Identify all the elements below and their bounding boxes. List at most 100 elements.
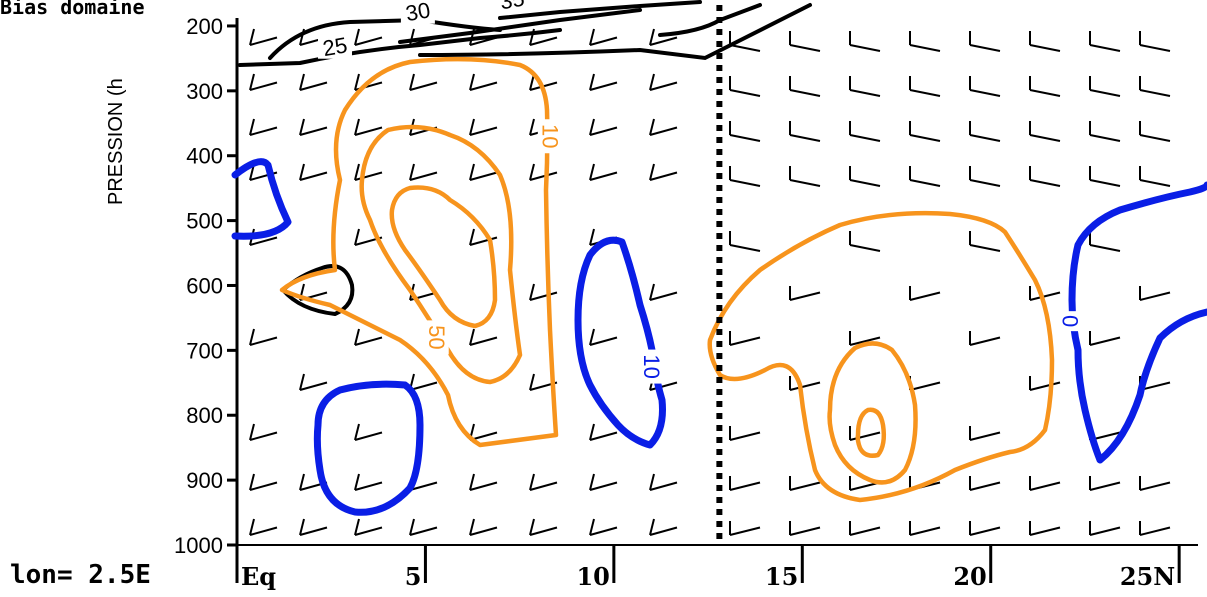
- wind-barb: [409, 73, 438, 91]
- x-tick-label: Eq: [241, 562, 276, 591]
- contour-label: 35: [498, 0, 526, 14]
- longitude-label: lon= 2.5E: [10, 560, 151, 590]
- wind-barb: [299, 518, 328, 536]
- wind-barb: [849, 121, 881, 142]
- wind-barb: [969, 521, 1001, 536]
- wind-barb: [969, 231, 1001, 252]
- contour-label-bg: [495, 0, 530, 12]
- y-tick-label: 900: [186, 468, 223, 493]
- wind-barb: [1139, 121, 1171, 142]
- wind-barb: [909, 121, 941, 142]
- x-tick-label: 10: [576, 562, 609, 591]
- wind-barb: [249, 423, 278, 441]
- wind-barb: [1139, 76, 1171, 97]
- contour-label: 10: [639, 354, 664, 378]
- contour-label: 30: [404, 0, 432, 26]
- y-axis-title: PRESSION (h: [105, 78, 127, 205]
- wind-barb: [649, 73, 678, 91]
- wind-barb: [789, 476, 821, 491]
- wind-barb: [354, 163, 383, 181]
- wind-barb: [299, 163, 328, 181]
- wind-barb: [469, 328, 498, 346]
- wind-barb: [529, 518, 558, 536]
- orange-contour-outer-east: [707, 210, 1055, 503]
- x-tick-label: 5: [405, 562, 422, 591]
- wind-barb: [469, 118, 498, 136]
- wind-barb: [249, 28, 278, 46]
- y-tick-label: 700: [186, 338, 223, 363]
- wind-barb: [849, 331, 881, 346]
- y-tick-label: 400: [186, 144, 223, 169]
- y-tick-label: 800: [186, 403, 223, 428]
- wind-barb: [354, 423, 383, 441]
- contour-label-bg: [1057, 311, 1082, 332]
- wind-barb: [589, 328, 618, 346]
- wind-barb: [1139, 286, 1171, 301]
- wind-contour-north: [418, 3, 812, 61]
- x-tick-label: 25N: [1120, 562, 1175, 591]
- wind-barb: [469, 518, 498, 536]
- wind-barb: [409, 373, 438, 391]
- wind-barb: [409, 518, 438, 536]
- wind-barb: [909, 166, 941, 187]
- wind-barb: [469, 73, 498, 91]
- wind-contour-600: [280, 264, 355, 317]
- wind-barb: [469, 423, 498, 441]
- chart-title-fragment: Bias domaine: [0, 0, 145, 19]
- wind-barb: [299, 73, 328, 91]
- wind-barb: [729, 166, 761, 187]
- blue-contour-south-west: [313, 380, 424, 516]
- wind-barb: [729, 231, 761, 252]
- wind-barb: [729, 521, 761, 536]
- wind-barb: [649, 163, 678, 181]
- wind-barb: [909, 286, 941, 301]
- wind-barb: [354, 518, 383, 536]
- wind-barb: [1089, 31, 1121, 52]
- wind-barb: [249, 118, 278, 136]
- wind-barb: [1029, 521, 1061, 536]
- wind-barb: [249, 518, 278, 536]
- wind-barb: [849, 521, 881, 536]
- wind-contour-30: [238, 28, 562, 67]
- wind-contour-35: [398, 8, 642, 44]
- wind-barb: [789, 376, 821, 391]
- orange-contour-inner-west: [389, 185, 498, 329]
- contour-label: 0: [1057, 315, 1082, 327]
- contour-label-bg: [537, 119, 562, 154]
- contour-label: 50: [424, 325, 449, 349]
- wind-barb: [649, 28, 678, 46]
- wind-barb: [909, 521, 941, 536]
- wind-barb: [589, 73, 618, 91]
- wind-contour-jet: [498, 0, 702, 20]
- wind-barbs: [249, 28, 1171, 536]
- wind-barb: [729, 476, 761, 491]
- contour-labels: 10 50 10 0 25 30 35: [317, 0, 1082, 384]
- wind-barb: [969, 121, 1001, 142]
- wind-barb: [1089, 331, 1121, 346]
- orange-contour-outer-west: [279, 56, 559, 448]
- orange-contour-mid-west: [359, 124, 523, 385]
- wind-barb: [589, 118, 618, 136]
- wind-barb: [1089, 121, 1121, 142]
- wind-barb: [589, 518, 618, 536]
- y-tick-label: 200: [186, 14, 223, 39]
- wind-barb: [589, 28, 618, 46]
- wind-barb: [1029, 31, 1061, 52]
- wind-contour-25: [268, 17, 502, 60]
- blue-contour-west-edge: [231, 158, 292, 240]
- contour-label-bg: [424, 320, 449, 355]
- y-tick-label: 500: [186, 209, 223, 234]
- wind-barb: [789, 31, 821, 52]
- wind-barb: [469, 228, 498, 246]
- wind-barb: [849, 76, 881, 97]
- wind-barb: [789, 76, 821, 97]
- wind-barb: [529, 283, 558, 301]
- wind-contour-north-2: [658, 3, 762, 37]
- negative-bias-contours: [231, 158, 1207, 516]
- wind-barb: [789, 166, 821, 187]
- wind-barb: [729, 121, 761, 142]
- wind-barb: [1089, 521, 1121, 536]
- wind-barb: [409, 163, 438, 181]
